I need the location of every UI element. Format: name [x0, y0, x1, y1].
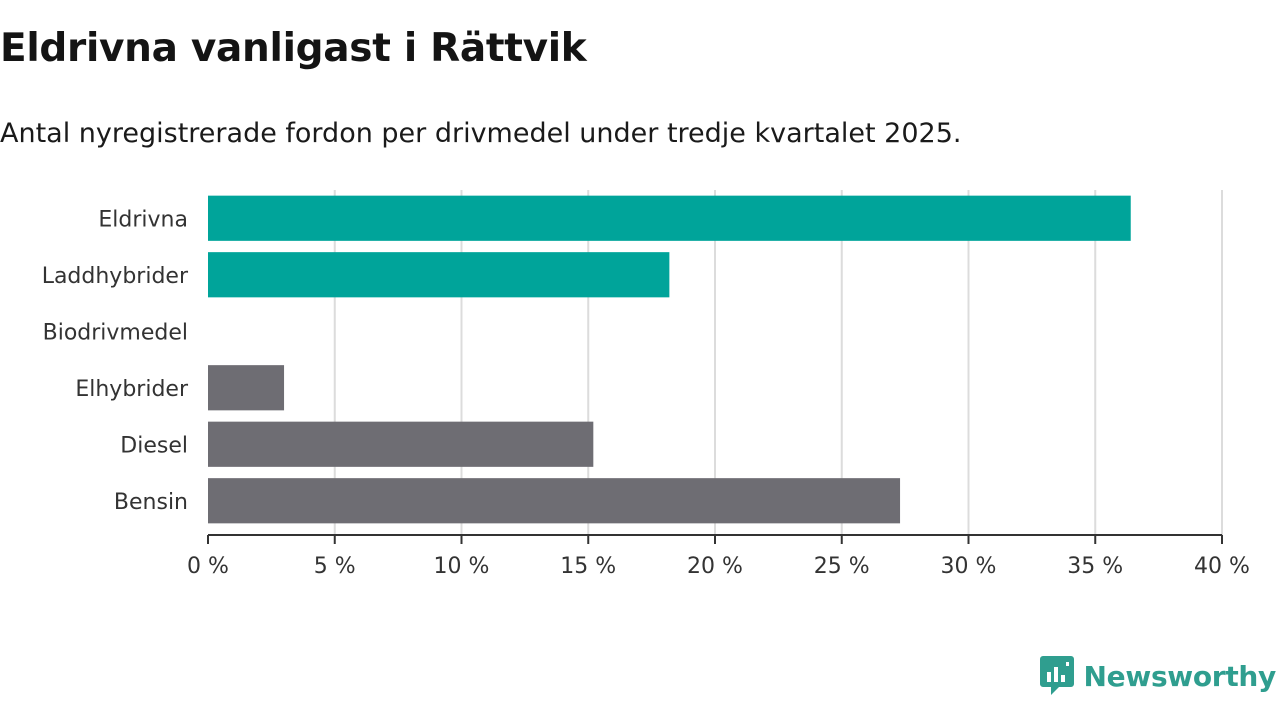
x-tick-label: 20 %: [687, 554, 743, 579]
x-tick-label: 35 %: [1067, 554, 1123, 579]
category-labels: Eldrivna Laddhybrider Biodrivmedel Elhybrid…: [42, 207, 189, 515]
bars: [208, 195, 1131, 524]
category-label: Elhybrider: [75, 377, 189, 402]
newsworthy-logo-icon: [1039, 656, 1074, 695]
category-label: Eldrivna: [98, 207, 188, 232]
category-label: Biodrivmedel: [43, 320, 188, 345]
bar: [208, 365, 285, 411]
bar: [208, 195, 1131, 241]
x-tick-label: 40 %: [1194, 554, 1250, 579]
x-tick-label: 30 %: [941, 554, 997, 579]
x-tick-label: 10 %: [434, 554, 490, 579]
brand-name: Newsworthy: [1083, 659, 1277, 693]
x-tick-label: 0 %: [187, 554, 229, 579]
chart-subtitle: Antal nyregistrerade fordon per drivmede…: [0, 118, 962, 149]
x-axis: 0 % 5 % 10 % 15 % 20 % 25 % 30 % 35 % 40 %: [187, 534, 1250, 579]
bar: [208, 252, 670, 298]
bar: [208, 421, 594, 467]
category-label: Diesel: [120, 433, 188, 458]
x-tick-label: 15 %: [560, 554, 616, 579]
bar: [208, 478, 901, 524]
category-label: Laddhybrider: [42, 264, 189, 289]
newsworthy-logo: Newsworthy: [1039, 656, 1277, 696]
x-tick-label: 25 %: [814, 554, 870, 579]
category-label: Bensin: [114, 490, 188, 515]
chart-title: Eldrivna vanligast i Rättvik: [0, 26, 587, 71]
x-tick-label: 5 %: [314, 554, 356, 579]
gridlines: [333, 190, 1223, 535]
